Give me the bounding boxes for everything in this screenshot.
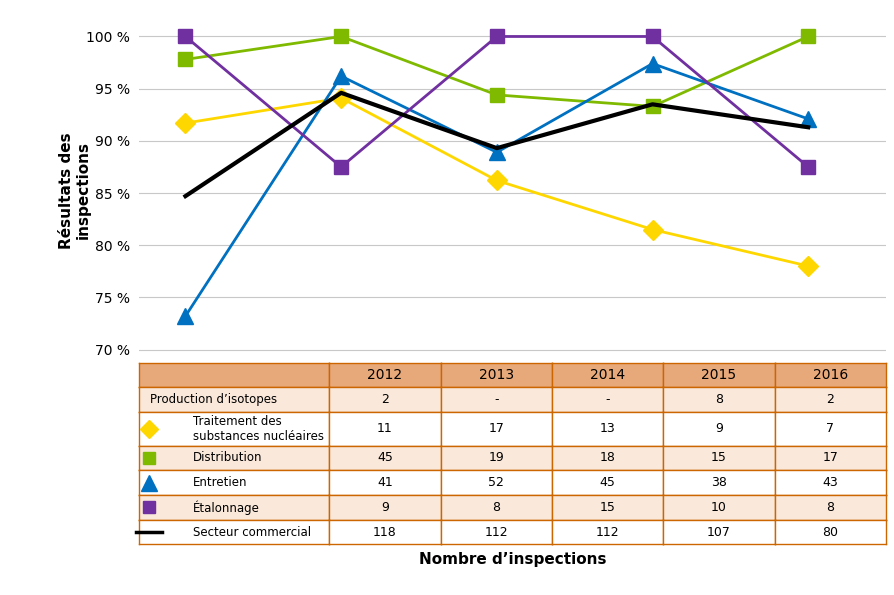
Text: 2014: 2014 — [589, 368, 625, 382]
Text: 9: 9 — [381, 501, 389, 514]
Text: 10: 10 — [711, 501, 726, 514]
Text: 9: 9 — [714, 422, 722, 436]
Text: 2012: 2012 — [367, 368, 402, 382]
Text: 11: 11 — [376, 422, 392, 436]
Text: 112: 112 — [595, 525, 619, 538]
Text: 107: 107 — [706, 525, 730, 538]
Text: 13: 13 — [599, 422, 615, 436]
Text: Production d’isotopes: Production d’isotopes — [150, 393, 277, 406]
Text: Secteur commercial: Secteur commercial — [193, 525, 311, 538]
Text: 8: 8 — [825, 501, 833, 514]
Text: 8: 8 — [492, 501, 500, 514]
Text: 15: 15 — [599, 501, 615, 514]
Text: 45: 45 — [376, 452, 392, 464]
Text: 45: 45 — [599, 476, 615, 489]
Text: 2: 2 — [825, 393, 833, 406]
Y-axis label: Résultats des
inspections: Résultats des inspections — [58, 132, 91, 249]
Text: Étalonnage: Étalonnage — [193, 500, 259, 515]
Text: 2: 2 — [381, 393, 389, 406]
Text: 17: 17 — [488, 422, 503, 436]
Text: 112: 112 — [484, 525, 508, 538]
Text: 52: 52 — [488, 476, 503, 489]
Text: 15: 15 — [711, 452, 726, 464]
Text: 7: 7 — [825, 422, 833, 436]
Text: Distribution: Distribution — [193, 452, 262, 464]
Text: 2015: 2015 — [701, 368, 736, 382]
Text: 8: 8 — [714, 393, 722, 406]
Text: 19: 19 — [488, 452, 503, 464]
Text: 18: 18 — [599, 452, 615, 464]
Text: 80: 80 — [822, 525, 838, 538]
Text: 2013: 2013 — [478, 368, 513, 382]
Text: 118: 118 — [373, 525, 396, 538]
Text: Traitement des
substances nucléaires: Traitement des substances nucléaires — [193, 415, 324, 443]
Text: 41: 41 — [376, 476, 392, 489]
Text: 17: 17 — [822, 452, 838, 464]
Text: Entretien: Entretien — [193, 476, 248, 489]
Text: 43: 43 — [822, 476, 838, 489]
Text: 38: 38 — [711, 476, 726, 489]
Text: 2016: 2016 — [812, 368, 847, 382]
Text: Nombre d’inspections: Nombre d’inspections — [418, 552, 605, 567]
Text: -: - — [493, 393, 498, 406]
Text: -: - — [604, 393, 609, 406]
